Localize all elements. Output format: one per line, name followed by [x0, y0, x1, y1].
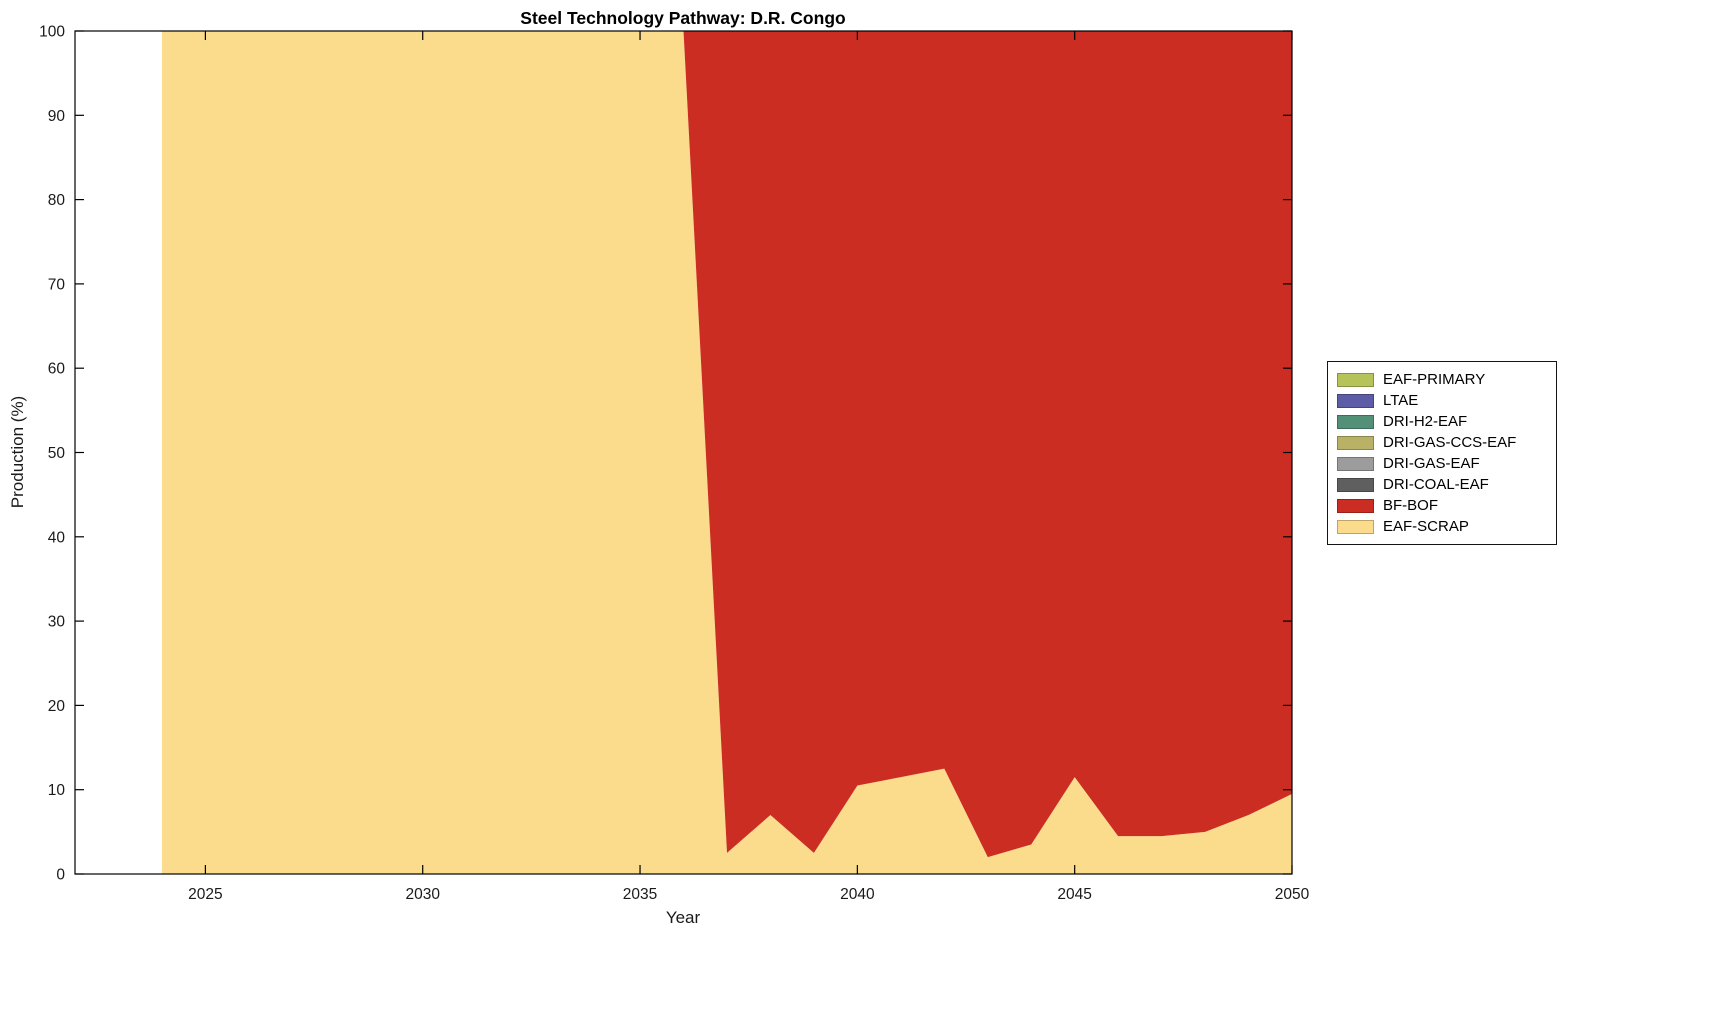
chart-title: Steel Technology Pathway: D.R. Congo [520, 8, 846, 28]
legend-box: EAF-PRIMARY LTAE DRI-H2-EAF DRI-GAS-CCS-EAF… [1327, 361, 1557, 545]
y-tick-label: 80 [48, 192, 66, 209]
x-tick-label: 2045 [1057, 886, 1091, 903]
legend-label: DRI-H2-EAF [1383, 413, 1468, 430]
y-tick-label: 50 [48, 445, 66, 462]
legend-item-bf-bof: BF-BOF [1328, 495, 1556, 516]
x-tick-label: 2035 [623, 886, 657, 903]
x-tick-label: 2050 [1275, 886, 1310, 903]
legend-label: EAF-SCRAP [1383, 518, 1469, 535]
legend-label: DRI-GAS-CCS-EAF [1383, 434, 1517, 451]
legend-label: LTAE [1383, 392, 1419, 409]
area-bf-bof [161, 31, 1292, 858]
y-tick-label: 100 [39, 24, 65, 41]
y-tick-label: 70 [48, 276, 66, 293]
x-tick-label: 2030 [405, 886, 440, 903]
x-axis-label: Year [665, 908, 701, 927]
legend-swatch-dri-h2-eaf [1337, 414, 1374, 429]
legend-swatch-dri-gas-eaf [1337, 456, 1374, 471]
y-tick-label: 30 [48, 614, 66, 631]
legend-item-dri-h2-eaf: DRI-H2-EAF [1328, 411, 1556, 432]
y-tick-label: 40 [48, 529, 66, 546]
legend-item-dri-gas-eaf: DRI-GAS-EAF [1328, 453, 1556, 474]
legend-label: EAF-PRIMARY [1383, 371, 1486, 388]
legend-swatch-dri-gas-ccs-eaf [1337, 435, 1374, 450]
area-eaf-scrap [161, 31, 1292, 874]
legend-swatch-ltae [1337, 393, 1374, 408]
legend-item-dri-gas-ccs-eaf: DRI-GAS-CCS-EAF [1328, 432, 1556, 453]
y-tick-label: 90 [48, 108, 66, 125]
legend-item-dri-coal-eaf: DRI-COAL-EAF [1328, 474, 1556, 495]
legend-label: BF-BOF [1383, 497, 1438, 514]
legend-label: DRI-GAS-EAF [1383, 455, 1480, 472]
legend-item-eaf-primary: EAF-PRIMARY [1328, 369, 1556, 390]
y-tick-label: 10 [48, 782, 66, 799]
legend-item-eaf-scrap: EAF-SCRAP [1328, 516, 1556, 537]
legend-swatch-eaf-scrap [1337, 519, 1374, 534]
legend-swatch-eaf-primary [1337, 372, 1374, 387]
y-tick-label: 20 [48, 698, 66, 715]
legend-swatch-bf-bof [1337, 498, 1374, 513]
legend-label: DRI-COAL-EAF [1383, 476, 1489, 493]
legend-item-ltae: LTAE [1328, 390, 1556, 411]
y-tick-label: 60 [48, 361, 66, 378]
y-axis-label: Production (%) [8, 395, 27, 509]
x-tick-label: 2040 [840, 886, 875, 903]
y-tick-label: 0 [56, 867, 65, 884]
legend-swatch-dri-coal-eaf [1337, 477, 1374, 492]
x-tick-label: 2025 [188, 886, 222, 903]
